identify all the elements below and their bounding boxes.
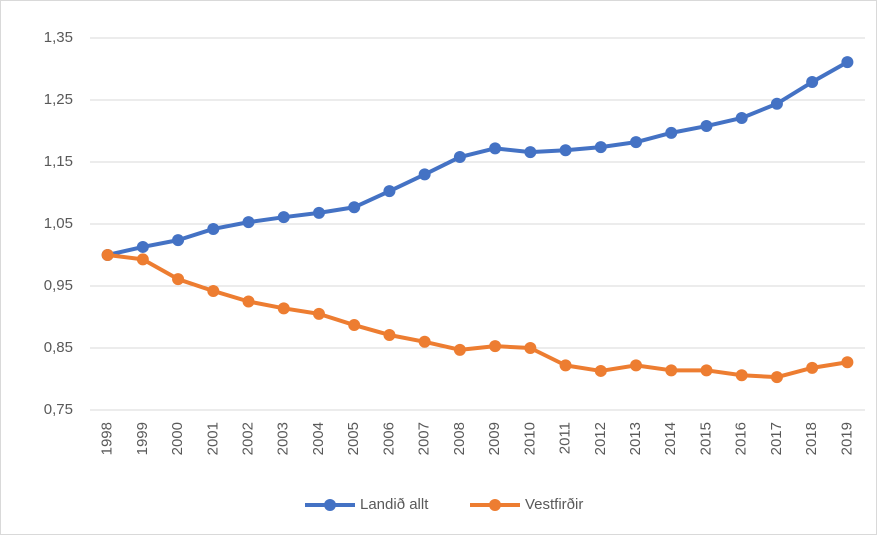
- point: [453, 151, 466, 164]
- point: [594, 141, 607, 154]
- point: [594, 364, 607, 377]
- point: [841, 356, 854, 369]
- x-tick-label: 2011: [557, 422, 574, 454]
- point: [665, 364, 678, 377]
- point: [700, 364, 713, 377]
- x-tick-label: 2005: [345, 422, 362, 455]
- x-tick-label: 2002: [239, 422, 256, 455]
- x-tick-label: 2018: [803, 422, 820, 455]
- point: [101, 249, 114, 261]
- series-line: [107, 60, 849, 257]
- point: [735, 369, 748, 382]
- point: [770, 97, 783, 110]
- x-tick-label: 2013: [627, 422, 644, 455]
- x-tick-label: 2000: [169, 422, 186, 455]
- y-tick-label: 0,75: [44, 401, 73, 418]
- point: [489, 142, 502, 155]
- point: [559, 359, 572, 372]
- point: [136, 253, 149, 266]
- point: [207, 284, 220, 297]
- point: [770, 371, 783, 384]
- point: [700, 120, 713, 133]
- y-tick-label: 1,35: [44, 29, 73, 46]
- x-tick-label: 2003: [275, 422, 292, 455]
- point: [207, 222, 220, 235]
- point: [383, 328, 396, 341]
- point: [524, 146, 537, 159]
- y-tick-label: 0,85: [44, 339, 73, 356]
- point: [453, 343, 466, 356]
- legend-marker: [489, 499, 501, 511]
- x-tick-label: 2007: [416, 422, 433, 455]
- point: [630, 136, 643, 149]
- point: [489, 340, 502, 353]
- x-tick-label: 2014: [662, 422, 679, 455]
- point: [312, 206, 325, 219]
- y-tick-label: 1,05: [44, 215, 73, 232]
- x-tick-label: 2017: [768, 422, 785, 455]
- point: [418, 335, 431, 348]
- point: [806, 76, 819, 89]
- x-tick-label: 1999: [134, 422, 151, 455]
- point: [348, 319, 361, 332]
- point: [277, 302, 290, 315]
- x-tick-label: 2004: [310, 422, 327, 455]
- point: [665, 126, 678, 139]
- x-tick-label: 2009: [486, 422, 503, 455]
- point: [172, 273, 185, 286]
- legend-label: Landið allt: [360, 496, 429, 513]
- point: [242, 295, 255, 308]
- point: [383, 185, 396, 198]
- point: [524, 342, 537, 354]
- x-tick-label: 2015: [697, 422, 714, 455]
- legend-marker: [324, 499, 336, 511]
- point: [418, 168, 431, 181]
- point: [172, 234, 185, 247]
- x-tick-label: 2019: [838, 422, 855, 455]
- series-line: [107, 253, 848, 380]
- x-tick-label: 2016: [733, 422, 750, 455]
- x-tick-label: 1998: [99, 422, 116, 455]
- point: [242, 216, 255, 229]
- point: [277, 211, 290, 224]
- point: [735, 111, 748, 124]
- point: [630, 359, 643, 372]
- x-tick-label: 2008: [451, 422, 468, 455]
- legend-label: Vestfirðir: [525, 496, 583, 513]
- point: [348, 201, 361, 214]
- x-tick-label: 2010: [521, 422, 538, 455]
- y-tick-label: 0,95: [44, 277, 73, 294]
- x-tick-label: 2001: [204, 422, 221, 455]
- point: [312, 307, 325, 320]
- point: [136, 240, 149, 253]
- point: [559, 144, 572, 157]
- x-tick-label: 2006: [380, 422, 397, 455]
- point: [806, 361, 819, 374]
- y-tick-label: 1,25: [44, 91, 73, 108]
- point: [841, 56, 854, 69]
- x-tick-label: 2012: [592, 422, 609, 455]
- y-tick-label: 1,15: [44, 153, 73, 170]
